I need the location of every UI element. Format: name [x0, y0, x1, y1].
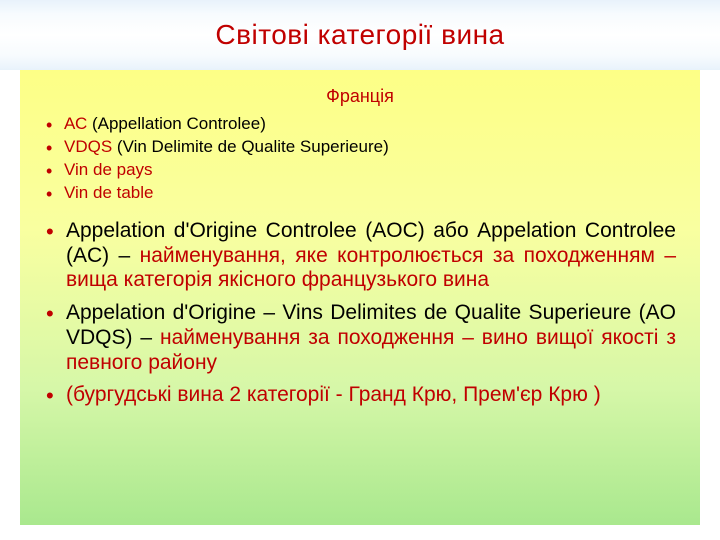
category-list-short: АС (Appellation Controlee) VDQS (Vin Del…: [44, 113, 676, 205]
list-item: АС (Appellation Controlee): [44, 113, 676, 136]
list-item: Appelation d'Origine – Vins Delimites de…: [44, 301, 676, 375]
country-subhead: Франція: [44, 86, 676, 107]
abbrev: АС: [64, 114, 87, 133]
expansion: (Appellation Controlee): [87, 114, 266, 133]
list-item: (бургудські вина 2 категорії - Гранд Крю…: [44, 383, 676, 408]
slide-title: Світові категорії вина: [215, 19, 504, 51]
slide-body: Франція АС (Appellation Controlee) VDQS …: [20, 70, 700, 525]
category-list-detailed: Appelation d'Origine Controlee (AOC) або…: [44, 219, 676, 408]
list-item: Vin de table: [44, 182, 676, 205]
list-item: Appelation d'Origine Controlee (AOC) або…: [44, 219, 676, 293]
abbrev: VDQS: [64, 137, 112, 156]
definition: найменування, яке контролюється за поход…: [66, 244, 676, 292]
abbrev: Vin de pays: [64, 160, 153, 179]
title-band: Світові категорії вина: [0, 0, 720, 70]
list-item: VDQS (Vin Delimite de Qualite Superieure…: [44, 136, 676, 159]
slide: Світові категорії вина Франція АС (Appel…: [0, 0, 720, 540]
expansion: (Vin Delimite de Qualite Superieure): [112, 137, 389, 156]
definition: (бургудські вина 2 категорії - Гранд Крю…: [66, 383, 601, 406]
list-item: Vin de pays: [44, 159, 676, 182]
abbrev: Vin de table: [64, 183, 153, 202]
